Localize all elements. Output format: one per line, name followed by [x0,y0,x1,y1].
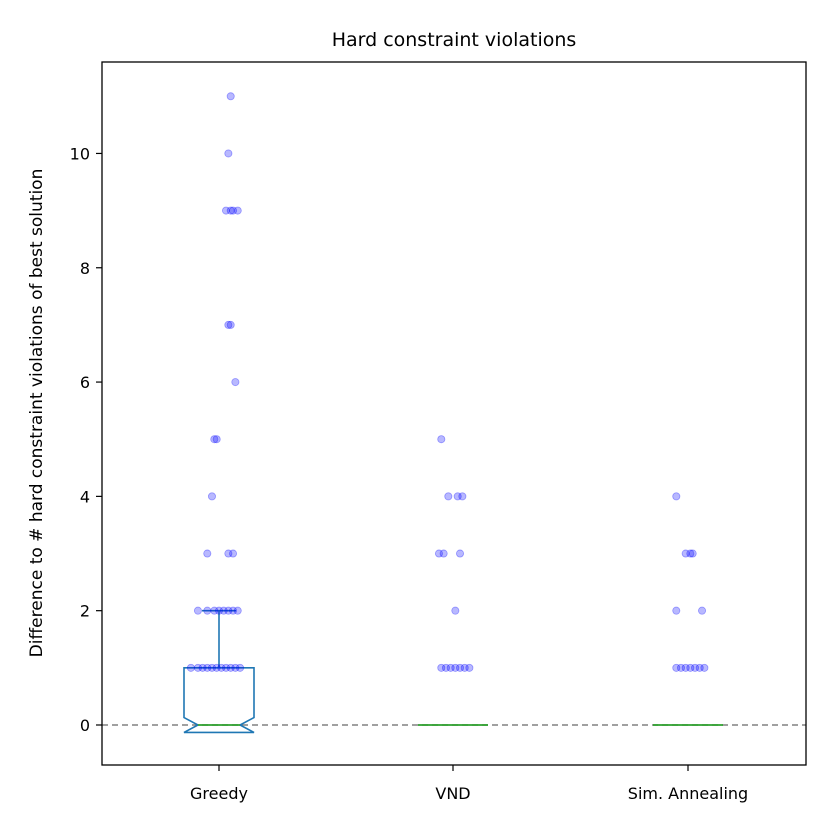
x-tick-label: Greedy [190,784,248,803]
chart-title: Hard constraint violations [332,29,577,51]
data-point [676,663,685,672]
data-point [437,435,446,444]
data-point [439,549,448,558]
data-point [226,663,235,672]
data-point [446,663,455,672]
y-tick-label: 0 [80,716,90,735]
data-point [456,549,465,558]
data-point [458,492,467,501]
data-point [207,663,216,672]
data-point [224,606,233,615]
data-point [698,606,707,615]
data-point [233,606,242,615]
data-point [210,435,219,444]
data-point [456,663,465,672]
y-tick-label: 2 [80,602,90,621]
y-tick-label: 6 [80,373,90,392]
plot-area: 0 2 4 6 8 10 Greedy VND Sim. Annealing [70,92,806,803]
data-point [688,549,697,558]
y-tick-label: 8 [80,259,90,278]
data-point [226,92,235,101]
data-point [700,663,709,672]
data-point [686,549,695,558]
data-point [226,206,235,215]
data-point [224,549,233,558]
data-point [193,606,202,615]
y-tick-label: 10 [70,144,90,163]
data-point [434,549,443,558]
data-point [212,663,221,672]
data-point [437,663,446,672]
data-point [212,435,221,444]
data-point [672,606,681,615]
data-point [224,320,233,329]
data-point [226,320,235,329]
data-point [198,663,207,672]
data-point [229,549,238,558]
data-point [214,606,223,615]
data-point [224,149,233,158]
data-point [460,663,469,672]
data-point [444,492,453,501]
axes-frame [101,61,807,766]
data-point [222,206,231,215]
data-point [210,606,219,615]
data-point [217,663,226,672]
data-point [451,606,460,615]
data-point [672,492,681,501]
data-point [681,549,690,558]
data-point [186,663,195,672]
data-point [233,206,242,215]
data-point [236,663,245,672]
data-point [231,378,240,387]
x-tick-label: VND [435,784,470,803]
data-point [453,492,462,501]
data-point [229,206,238,215]
data-point [203,606,212,615]
data-point [451,663,460,672]
data-point [229,606,238,615]
data-point [207,492,216,501]
data-point [465,663,474,672]
data-point [203,663,212,672]
data-point [193,663,202,672]
data-point [681,663,690,672]
y-tick-label: 4 [80,487,90,506]
data-point [219,606,228,615]
x-tick-label: Sim. Annealing [628,784,748,803]
data-point [695,663,704,672]
data-point [672,663,681,672]
data-point [686,663,695,672]
data-point [222,663,231,672]
data-point [231,663,240,672]
data-point [691,663,700,672]
data-point [203,549,212,558]
box-body [183,667,255,734]
y-axis-label: Difference to # hard constraint violatio… [27,169,47,658]
data-point [441,663,450,672]
